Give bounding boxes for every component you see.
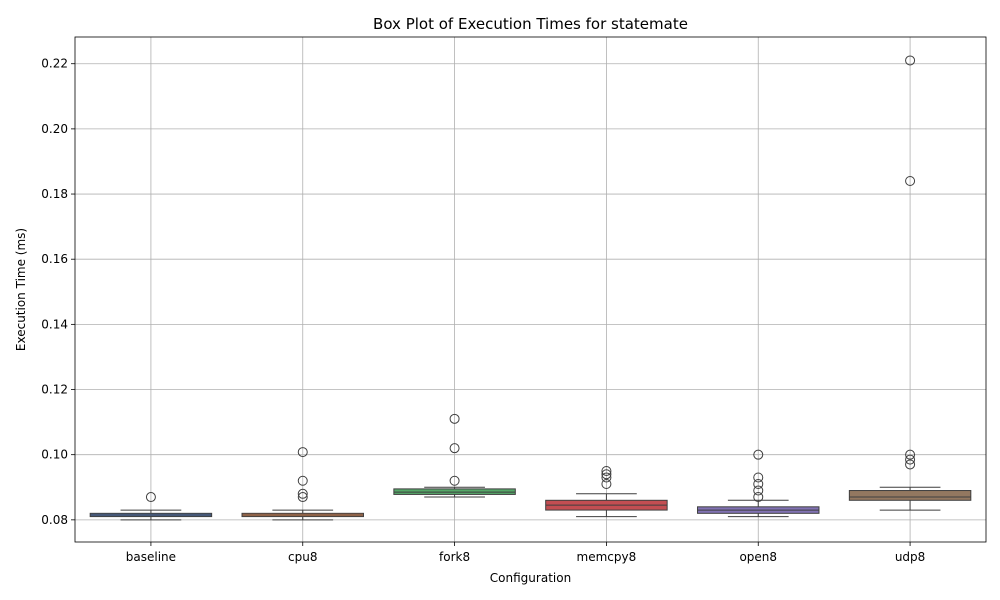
box-open8 (697, 449, 820, 518)
outlier-point (297, 492, 308, 503)
iqr-box (848, 490, 972, 501)
outlier-point (905, 449, 916, 460)
plot-area-frame (74, 36, 987, 543)
outlier-point (297, 447, 308, 458)
y-axis-label: Execution Time (ms) (14, 228, 28, 351)
outlier-point (601, 472, 612, 483)
outlier-point (753, 449, 764, 460)
outlier-point (905, 459, 916, 470)
box-baseline (89, 492, 213, 521)
y-tick-label: 0.10 (41, 448, 68, 462)
x-tick-label: open8 (739, 550, 777, 564)
x-tick-label: cpu8 (288, 550, 317, 564)
outlier-point (449, 475, 460, 486)
y-tick-label: 0.18 (41, 187, 68, 201)
x-tick-label: fork8 (439, 550, 470, 564)
y-tick-label: 0.12 (41, 383, 68, 397)
x-tick-label: memcpy8 (577, 550, 637, 564)
outlier-point (145, 492, 156, 503)
outlier-point (753, 479, 764, 490)
y-tick-label: 0.14 (41, 317, 68, 331)
outlier-point (753, 492, 764, 503)
outlier-point (297, 488, 308, 499)
y-tick-label: 0.20 (41, 122, 68, 136)
axis-ticks: 0.08 0.10 0.12 0.14 0.16 0.18 0.20 0.22 baseline… (41, 57, 925, 564)
y-tick-label: 0.22 (41, 57, 68, 71)
outlier-point (601, 469, 612, 480)
outlier-point (297, 475, 308, 486)
outlier-point (905, 55, 916, 66)
box-fork8 (393, 413, 516, 498)
outlier-point (601, 465, 612, 476)
chart-title: Box Plot of Execution Times for statemat… (373, 15, 688, 33)
y-tick-label: 0.08 (41, 513, 68, 527)
y-tick-label: 0.16 (41, 252, 68, 266)
box-udp8 (848, 55, 972, 511)
outlier-point (753, 472, 764, 483)
outlier-point (601, 479, 612, 490)
grid-lines (75, 37, 986, 542)
outlier-point (753, 485, 764, 496)
x-tick-label: udp8 (895, 550, 925, 564)
box-cpu8 (241, 447, 364, 521)
x-axis-label: Configuration (490, 571, 571, 585)
outlier-point (905, 454, 916, 465)
outlier-point (449, 443, 460, 454)
outlier-point (449, 413, 460, 424)
x-tick-label: baseline (126, 550, 176, 564)
boxes (89, 55, 972, 521)
box-memcpy8 (545, 465, 668, 518)
outlier-point (905, 176, 916, 187)
